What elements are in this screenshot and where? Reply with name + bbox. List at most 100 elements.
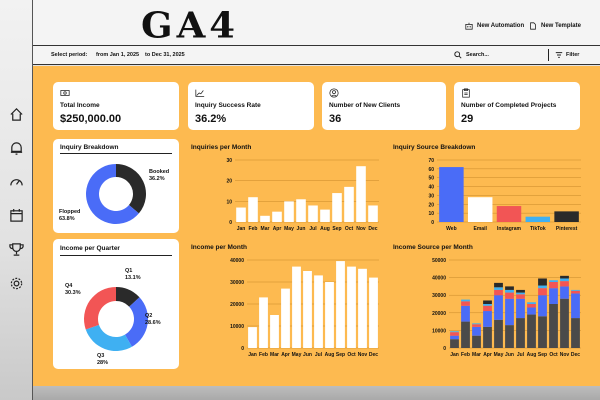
x-tick-label: Aug — [320, 226, 330, 232]
bar-segment-web — [472, 335, 481, 348]
date-from-field[interactable]: from Jan 1, 2025 — [96, 52, 140, 58]
bar-segment-pinterest — [538, 278, 547, 286]
bar-segment-tiktok — [494, 287, 503, 290]
bar-segment-instagram — [560, 281, 569, 287]
bar-segment-email — [461, 305, 470, 322]
x-tick-label: Feb — [461, 352, 470, 358]
bar-segment-tiktok — [505, 289, 514, 293]
bar-segment-instagram — [450, 332, 459, 336]
y-tick-label: 60 — [428, 167, 434, 173]
bar — [272, 211, 282, 222]
gauge-icon[interactable] — [9, 175, 24, 190]
x-tick-label: Aug — [527, 352, 537, 358]
x-tick-label: Nov — [358, 352, 368, 358]
bar-segment-instagram — [571, 290, 580, 294]
home-icon[interactable] — [9, 107, 24, 122]
bar — [554, 211, 579, 222]
slice-label: Q3 — [97, 353, 104, 359]
y-tick-label: 0 — [443, 346, 446, 352]
bar-segment-email — [483, 311, 492, 327]
y-tick-label: 0 — [229, 220, 232, 226]
filter-icon[interactable] — [555, 51, 563, 59]
slice-value-label: 28.6% — [145, 320, 161, 326]
settings-icon[interactable] — [9, 276, 24, 291]
y-tick-label: 50000 — [432, 258, 446, 264]
slice-label: Flopped — [59, 209, 80, 215]
x-tick-label: Sep — [332, 226, 341, 232]
x-tick-label: Sep — [538, 352, 547, 358]
income-quarter-card: Income per Quarter Q1 13.1% Q2 28.6% Q3 28% Q4… — [53, 239, 179, 369]
new-automation-button[interactable]: New Automation — [465, 22, 524, 30]
y-tick-label: 50 — [428, 176, 434, 182]
bar-segment-instagram — [461, 301, 470, 306]
bar-segment-tiktok — [472, 323, 481, 325]
bar-segment-web — [549, 304, 558, 348]
bar-segment-web — [571, 318, 580, 348]
bar-segment-instagram — [483, 305, 492, 312]
bell-icon[interactable] — [9, 141, 24, 156]
slice-label: Q1 — [125, 268, 132, 274]
bar — [496, 206, 522, 222]
y-tick-label: 30 — [226, 158, 232, 164]
bar-segment-instagram — [472, 324, 481, 327]
slice-value-label: 28% — [97, 360, 108, 366]
bar-segment-web — [450, 339, 459, 348]
kpi-value: 29 — [461, 113, 474, 125]
y-tick-label: 70 — [428, 158, 434, 164]
bar-segment-email — [549, 288, 558, 304]
x-tick-label: Dec — [369, 352, 378, 358]
bar-segment-pinterest — [505, 286, 514, 290]
x-tick-label: May — [494, 352, 504, 358]
trophy-icon[interactable] — [9, 242, 24, 257]
bar — [292, 266, 301, 348]
slice-value-label: 36.2% — [149, 176, 165, 182]
bar-segment-web — [560, 298, 569, 348]
filter-button[interactable]: Filter — [566, 52, 580, 58]
calendar-icon[interactable] — [9, 208, 24, 223]
x-tick-label: Jan — [248, 352, 257, 358]
kpi-card-total-income: Total Income $250,000.00 — [53, 82, 179, 130]
kpi-card-new-clients: Number of New Clients 36 — [322, 82, 446, 130]
kpi-value: $250,000.00 — [60, 113, 122, 125]
kpi-card-completed-projects: Number of Completed Projects 29 — [454, 82, 580, 130]
pie-slice-q3 — [85, 324, 132, 351]
x-tick-label: Pinterest — [556, 226, 578, 232]
bar-segment-tiktok — [483, 304, 492, 306]
y-tick-label: 30000 — [432, 293, 446, 299]
bar-segment-email — [571, 293, 580, 319]
x-tick-label: Web — [446, 226, 456, 232]
y-tick-label: 10 — [226, 199, 232, 205]
trend-up-icon — [195, 89, 205, 97]
bar-segment-email — [505, 298, 514, 326]
x-tick-label: May — [284, 226, 294, 232]
bar — [368, 205, 378, 222]
bar — [314, 275, 323, 348]
bar-segment-instagram — [538, 288, 547, 296]
x-tick-label: Jul — [517, 352, 525, 358]
bar-segment-web — [527, 314, 536, 348]
select-period-label: Select period: — [51, 52, 88, 58]
kpi-label: Number of New Clients — [329, 102, 401, 109]
x-tick-label: Apr — [273, 226, 282, 232]
kpi-value: 36 — [329, 113, 342, 125]
x-tick-label: Feb — [259, 352, 268, 358]
bar — [344, 186, 354, 222]
search-input[interactable]: Search... — [466, 52, 489, 58]
bar — [336, 261, 345, 348]
slice-value-label: 13.1% — [125, 275, 141, 281]
pie-slice-flopped — [86, 164, 139, 224]
bar-segment-web — [494, 319, 503, 348]
y-tick-label: 20 — [226, 179, 232, 185]
kpi-label: Total Income — [60, 102, 100, 109]
search-icon[interactable] — [454, 51, 462, 59]
y-tick-label: 30000 — [230, 280, 244, 286]
y-tick-label: 10000 — [432, 328, 446, 334]
x-tick-label: Jan — [450, 352, 459, 358]
date-to-field[interactable]: to Dec 31, 2025 — [145, 52, 185, 58]
bar — [308, 205, 318, 222]
new-template-label: New Template — [541, 23, 581, 29]
x-tick-label: Oct — [549, 352, 558, 358]
x-tick-label: Aug — [325, 352, 335, 358]
new-template-button[interactable]: New Template — [529, 22, 581, 30]
